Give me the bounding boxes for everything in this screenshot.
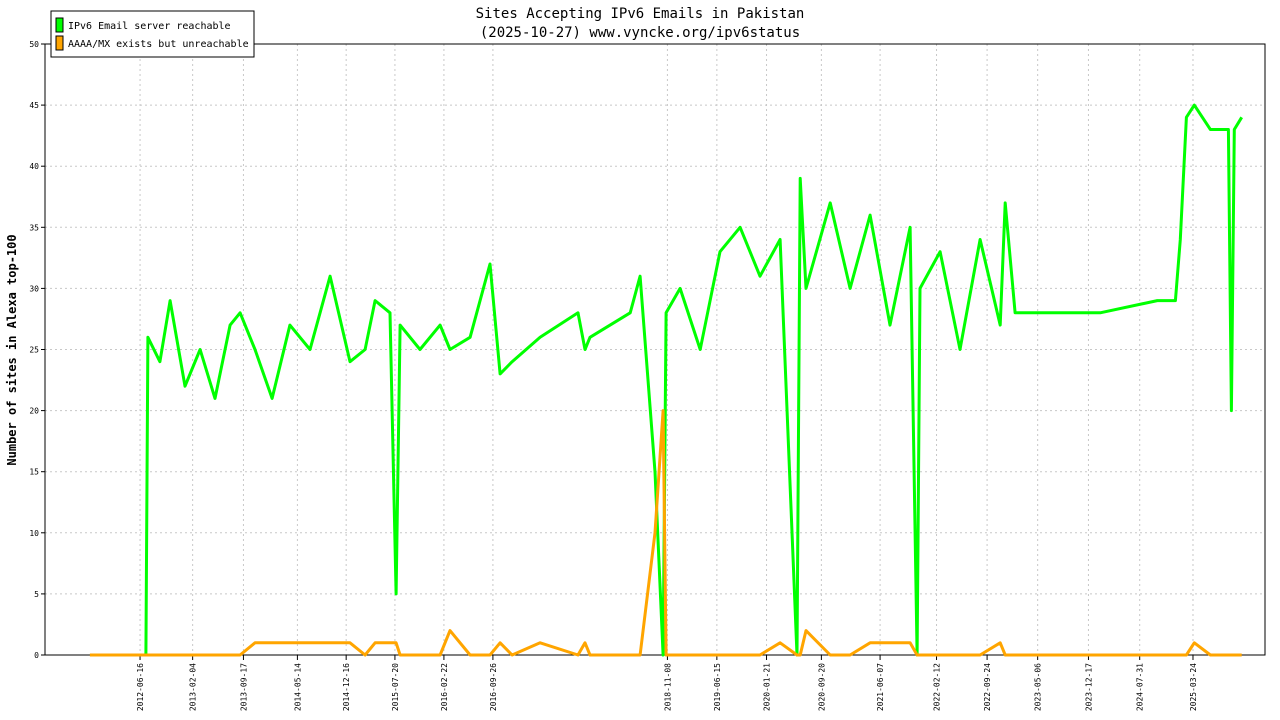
chart-subtitle: (2025-10-27) www.vyncke.org/ipv6status [480, 25, 800, 41]
x-tick-label: 2024-07-31 [1136, 663, 1145, 711]
y-tick-label: 30 [29, 284, 39, 293]
legend: IPv6 Email server reachable AAAA/MX exist… [50, 10, 255, 58]
x-tick-label: 2020-09-20 [817, 663, 826, 711]
legend-swatch [55, 35, 64, 51]
series-line [144, 103, 1243, 657]
y-axis-label: Number of sites in Alexa top-100 [5, 234, 19, 465]
y-tick-label: 5 [34, 590, 39, 599]
x-tick-label: 2025-03-24 [1189, 663, 1198, 711]
x-tick-label: 2019-06-15 [713, 663, 722, 711]
y-tick-label: 0 [34, 651, 39, 660]
x-tick-label: 2022-09-24 [983, 663, 992, 711]
x-tick-label: 2022-02-12 [933, 663, 942, 711]
x-tick-label: 2016-02-22 [440, 663, 449, 711]
x-tick-label: 2020-01-21 [763, 663, 772, 711]
x-tick-label: 2013-02-04 [189, 663, 198, 711]
x-tick-label: 2023-05-06 [1034, 663, 1043, 711]
y-tick-label: 10 [29, 529, 39, 538]
plot-frame [44, 43, 1266, 656]
series-line [89, 409, 1242, 657]
y-tick-label: 20 [29, 407, 39, 416]
y-tick-label: 15 [29, 468, 39, 477]
x-tick-label: 2023-12-17 [1084, 663, 1093, 711]
x-tick-label: 2012-06-16 [136, 663, 145, 711]
legend-box [50, 10, 255, 58]
legend-label: IPv6 Email server reachable [68, 21, 231, 32]
y-tick-label: 40 [29, 162, 39, 171]
chart-title: Sites Accepting IPv6 Emails in Pakistan [476, 6, 805, 22]
x-tick-label: 2013-09-17 [239, 663, 248, 711]
y-tick-label: 35 [29, 223, 39, 232]
x-tick-label: 2018-11-08 [663, 663, 672, 711]
x-tick-label: 2014-12-16 [342, 663, 351, 711]
x-tick-label: 2021-06-07 [876, 663, 885, 711]
x-tick-label: 2016-09-26 [489, 663, 498, 711]
legend-label: AAAA/MX exists but unreachable [68, 39, 249, 50]
y-tick-label: 25 [29, 346, 39, 355]
legend-swatch [55, 17, 64, 33]
y-tick-label: 45 [29, 101, 39, 110]
x-tick-label: 2015-07-20 [391, 663, 400, 711]
x-tick-label: 2014-05-14 [293, 663, 302, 711]
y-tick-label: 50 [29, 40, 39, 49]
